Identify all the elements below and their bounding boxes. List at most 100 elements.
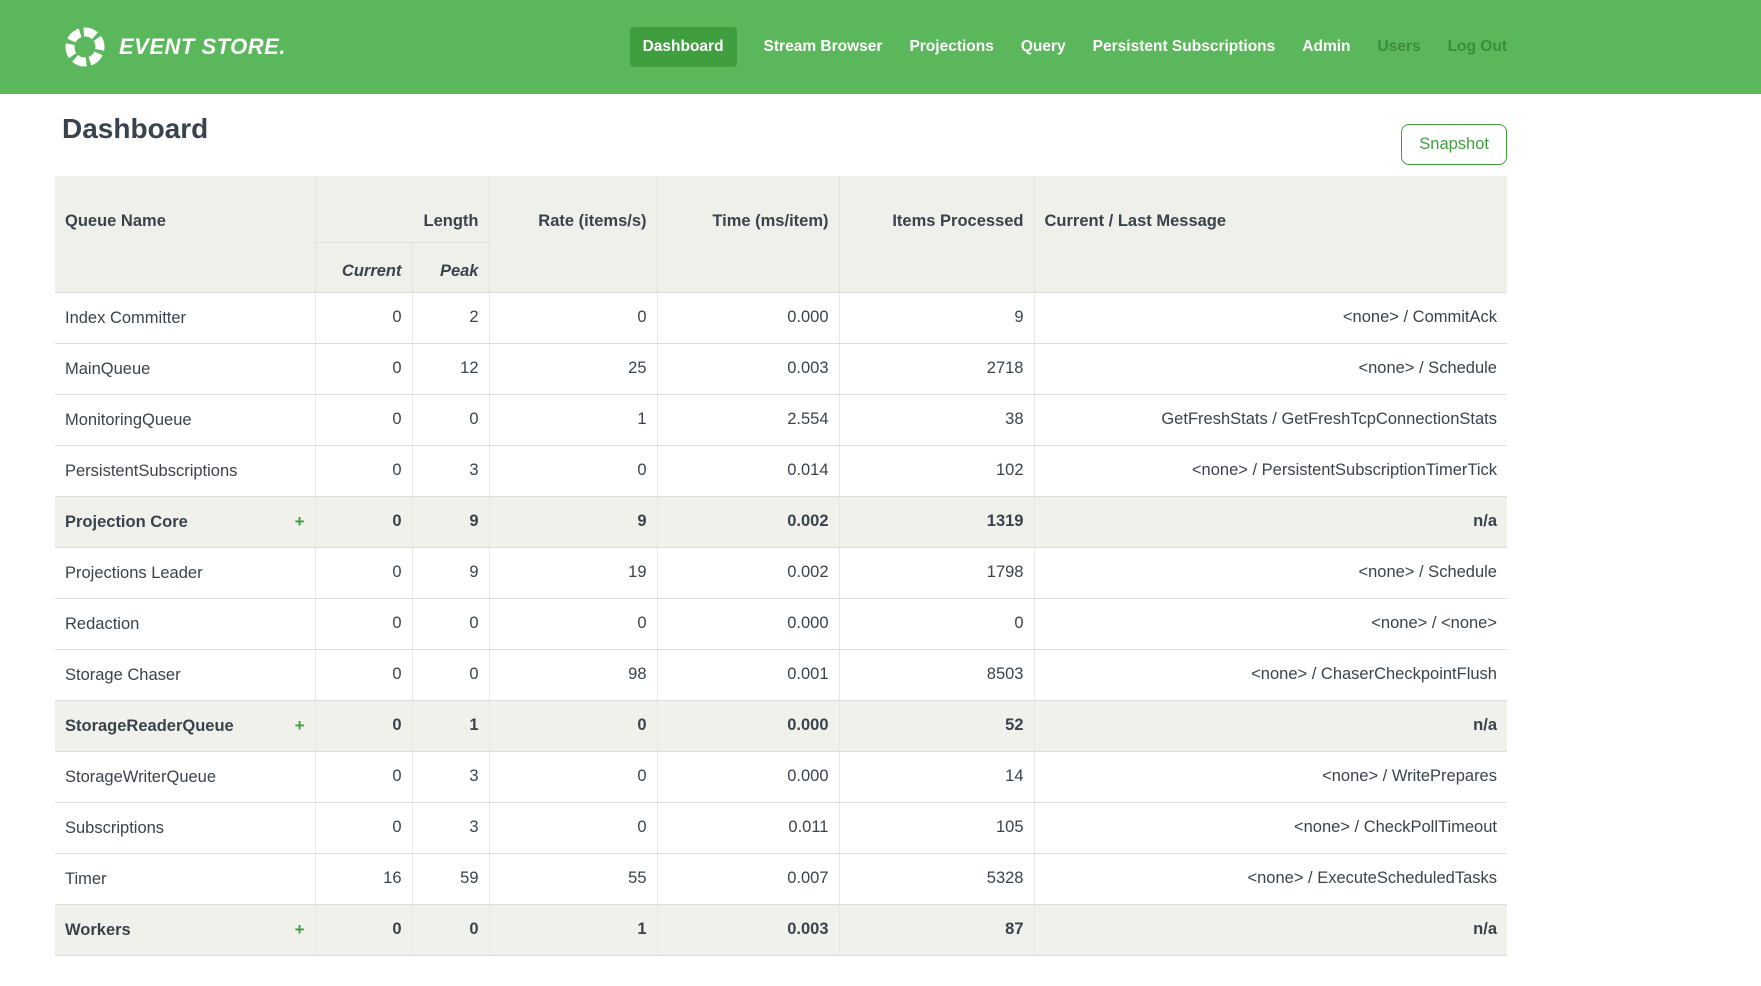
peak-cell: 1 (411, 699, 489, 751)
queue-name-label: StorageReaderQueue (65, 716, 234, 735)
items-processed-cell: 8503 (838, 648, 1034, 700)
queue-name-label: MainQueue (65, 359, 151, 378)
current-cell: 0 (314, 546, 412, 598)
queue-name-cell: Redaction (55, 597, 315, 649)
queues-table: Queue Name Length Rate (items/s) Time (m… (55, 176, 1507, 956)
items-processed-cell: 38 (838, 393, 1034, 445)
table-row: Index Committer 0 2 0 0.000 9 <none> / CommitA… (55, 291, 1507, 343)
expand-plus-icon[interactable]: + (294, 511, 305, 531)
message-cell: <none> / Schedule (1033, 546, 1507, 598)
message-cell: n/a (1033, 903, 1507, 956)
rate-cell: 9 (488, 495, 657, 547)
nav-persistent-subscriptions[interactable]: Persistent Subscriptions (1092, 38, 1276, 55)
top-navbar: EVENT STORE. Dashboard Stream Browser Pr… (0, 0, 1761, 94)
current-cell: 0 (314, 903, 412, 956)
rate-cell: 1 (488, 393, 657, 445)
time-cell: 0.007 (656, 852, 839, 904)
current-cell: 0 (314, 699, 412, 751)
nav-projections[interactable]: Projections (909, 38, 994, 55)
navbar-inner: EVENT STORE. Dashboard Stream Browser Pr… (55, 24, 1507, 70)
nav-users[interactable]: Users (1377, 38, 1421, 55)
current-cell: 0 (314, 444, 412, 496)
time-cell: 0.003 (656, 342, 839, 394)
message-cell: GetFreshStats / GetFreshTcpConnectionSta… (1033, 393, 1507, 445)
queue-name-cell: Subscriptions (55, 801, 315, 853)
dashboard-page: Dashboard Snapshot Queue Name Length Rat… (55, 113, 1507, 956)
brand-text: EVENT STORE. (119, 34, 286, 59)
items-processed-cell: 52 (838, 699, 1034, 751)
queue-name-cell: Workers + (55, 903, 315, 956)
queue-name-label: Projections Leader (65, 563, 203, 582)
peak-cell: 9 (411, 546, 489, 598)
nav-log-out[interactable]: Log Out (1447, 38, 1507, 55)
current-cell: 0 (314, 597, 412, 649)
main-nav: Dashboard Stream Browser Projections Que… (629, 27, 1507, 67)
queues-table-body: Index Committer 0 2 0 0.000 9 <none> / CommitA… (55, 291, 1507, 956)
time-cell: 0.000 (656, 750, 839, 802)
items-processed-cell: 9 (838, 291, 1034, 343)
message-cell: n/a (1033, 495, 1507, 547)
queue-name-label: Projection Core (65, 512, 188, 531)
queue-name-label: Workers (65, 920, 131, 939)
time-cell: 0.001 (656, 648, 839, 700)
peak-cell: 9 (411, 495, 489, 547)
group-row: Projection Core +0 9 9 0.002 1319 n/a (55, 495, 1507, 547)
rate-cell: 0 (488, 444, 657, 496)
time-cell: 0.014 (656, 444, 839, 496)
time-cell: 0.002 (656, 546, 839, 598)
peak-cell: 3 (411, 444, 489, 496)
group-row: StorageReaderQueue +0 1 0 0.000 52 n/a (55, 699, 1507, 751)
col-header-items-processed: Items Processed (838, 176, 1034, 292)
expand-plus-icon[interactable]: + (294, 919, 305, 939)
col-header-length: Length (314, 176, 489, 242)
time-cell: 0.000 (656, 291, 839, 343)
queue-name-label: PersistentSubscriptions (65, 461, 238, 480)
peak-cell: 3 (411, 801, 489, 853)
queue-name-cell: Projection Core + (55, 495, 315, 547)
message-cell: <none> / Schedule (1033, 342, 1507, 394)
queue-name-cell: StorageReaderQueue + (55, 699, 315, 751)
time-cell: 0.003 (656, 903, 839, 956)
col-header-time: Time (ms/item) (656, 176, 839, 292)
table-row: PersistentSubscriptions 0 3 0 0.014 102 <none>… (55, 444, 1507, 496)
queue-name-label: Timer (65, 869, 107, 888)
table-row: Subscriptions 0 3 0 0.011 105 <none> / CheckPo… (55, 801, 1507, 853)
time-cell: 0.002 (656, 495, 839, 547)
items-processed-cell: 1798 (838, 546, 1034, 598)
items-processed-cell: 102 (838, 444, 1034, 496)
items-processed-cell: 105 (838, 801, 1034, 853)
table-row: StorageWriterQueue 0 3 0 0.000 14 <none> / Wri… (55, 750, 1507, 802)
rate-cell: 55 (488, 852, 657, 904)
expand-plus-icon[interactable]: + (294, 715, 305, 735)
time-cell: 0.000 (656, 699, 839, 751)
col-header-message: Current / Last Message (1033, 176, 1507, 292)
queue-name-label: Storage Chaser (65, 665, 181, 684)
queue-name-cell: Storage Chaser (55, 648, 315, 700)
current-cell: 0 (314, 648, 412, 700)
message-cell: <none> / WritePrepares (1033, 750, 1507, 802)
current-cell: 0 (314, 393, 412, 445)
table-row: Storage Chaser 0 0 98 0.001 8503 <none> / Chas… (55, 648, 1507, 700)
items-processed-cell: 1319 (838, 495, 1034, 547)
queue-name-cell: Timer (55, 852, 315, 904)
message-cell: <none> / ChaserCheckpointFlush (1033, 648, 1507, 700)
rate-cell: 0 (488, 750, 657, 802)
col-subheader-peak: Peak (411, 241, 489, 292)
rate-cell: 98 (488, 648, 657, 700)
peak-cell: 3 (411, 750, 489, 802)
nav-admin[interactable]: Admin (1302, 38, 1351, 55)
rate-cell: 1 (488, 903, 657, 956)
snapshot-button[interactable]: Snapshot (1401, 124, 1507, 165)
time-cell: 0.011 (656, 801, 839, 853)
event-store-logo[interactable]: EVENT STORE. (55, 24, 286, 70)
nav-query[interactable]: Query (1020, 38, 1066, 55)
queue-name-cell: Index Committer (55, 291, 315, 343)
message-cell: <none> / CheckPollTimeout (1033, 801, 1507, 853)
peak-cell: 0 (411, 393, 489, 445)
nav-stream-browser[interactable]: Stream Browser (763, 38, 883, 55)
peak-cell: 12 (411, 342, 489, 394)
time-cell: 2.554 (656, 393, 839, 445)
col-subheader-current: Current (314, 241, 412, 292)
nav-dashboard[interactable]: Dashboard (629, 27, 737, 67)
table-row: Projections Leader 0 9 19 0.002 1798 <none> / … (55, 546, 1507, 598)
